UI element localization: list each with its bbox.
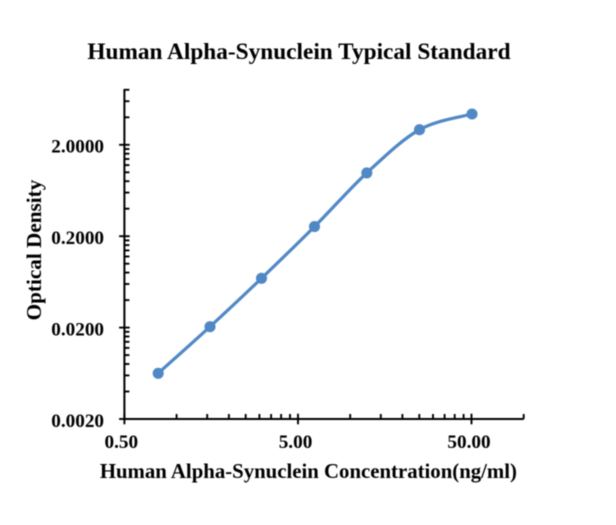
svg-text:Optical Density: Optical Density: [22, 179, 46, 320]
svg-text:0.50: 0.50: [105, 432, 139, 453]
svg-text:0.0020: 0.0020: [51, 411, 104, 432]
svg-text:0.2000: 0.2000: [51, 228, 104, 249]
svg-text:Human Alpha-Synuclein Typical: Human Alpha-Synuclein Typical Standard: [87, 39, 510, 65]
svg-text:2.0000: 2.0000: [51, 137, 104, 158]
svg-text:50.00: 50.00: [447, 432, 490, 453]
svg-text:Human Alpha-Synuclein Concentr: Human Alpha-Synuclein Concentration(ng/m…: [100, 460, 517, 483]
svg-text:0.0200: 0.0200: [51, 320, 104, 341]
svg-text:5.00: 5.00: [279, 432, 313, 453]
